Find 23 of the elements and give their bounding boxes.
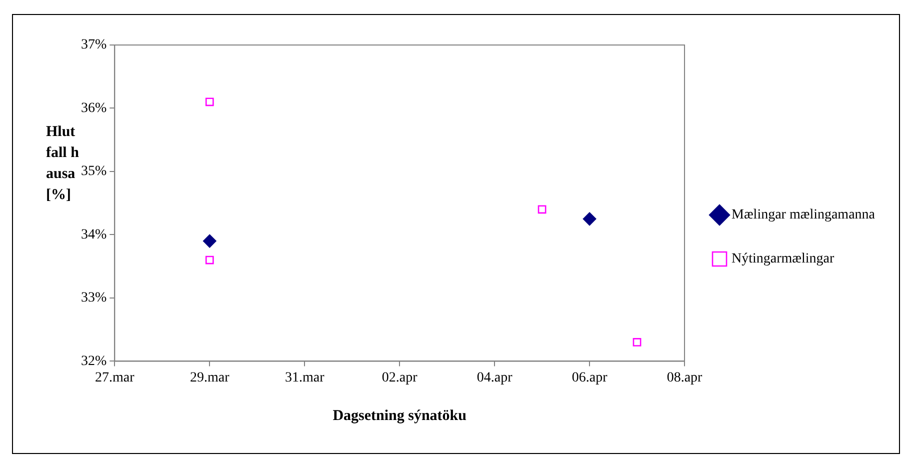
y-tick-label: 37% [80,38,107,53]
point [205,98,214,106]
x-tick-label: 08.apr [666,370,703,386]
point [582,212,596,226]
x-tick-label: 29.mar [190,370,230,386]
y-tick-label: 34% [80,227,107,242]
y-tick-label: 35% [80,164,107,180]
x-tick-label: 02.apr [382,370,418,386]
x-axis-title: Dagsetning sýnatöku [332,408,466,424]
y-tick-label: 33% [80,290,107,306]
legend-label: Nýtingarmælingar [732,252,835,267]
point [538,205,546,214]
y-tick-label: 32% [80,354,107,369]
point [632,338,642,346]
y-axis-title: Hlutfall hausa [%] [46,123,80,205]
x-tick-label: 06.apr [572,370,608,386]
point [202,234,216,248]
x-tick-label: 04.apr [476,370,513,386]
legend-label: Mælingar mælingamanna [732,208,876,223]
x-tick-label: 31.mar [284,370,325,386]
x-tick-label: 27.mar [95,370,135,386]
point [205,256,214,264]
y-tick-label: 36% [80,100,107,116]
